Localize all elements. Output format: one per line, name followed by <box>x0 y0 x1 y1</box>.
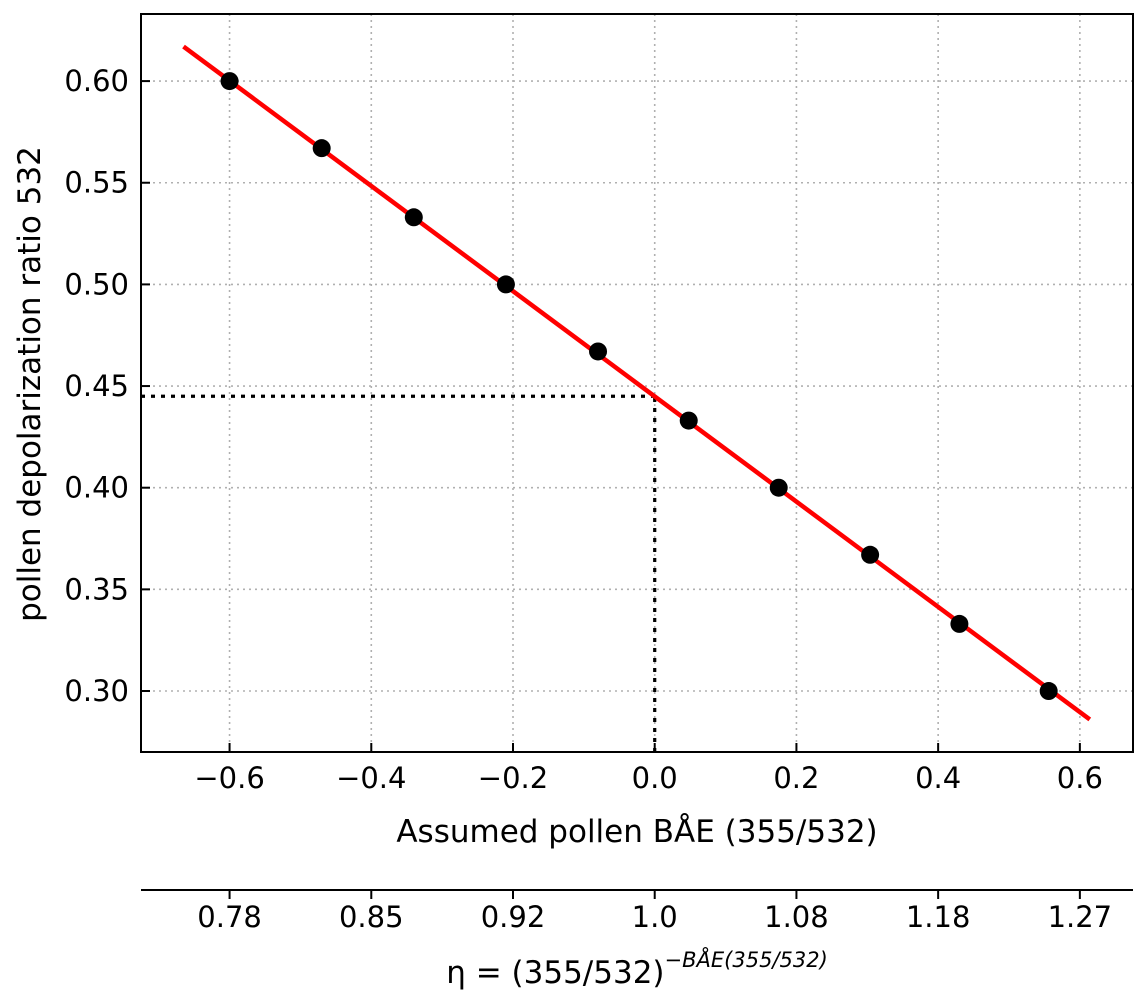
data-point <box>496 275 515 294</box>
y-tick-label: 0.30 <box>64 674 129 708</box>
y-axis-ticks: 0.30 0.35 0.40 0.45 0.50 0.55 0.60 <box>64 64 150 708</box>
secondary-x-axis-ticks: 0.78 0.85 0.92 1.0 1.08 1.18 1.27 <box>197 890 1112 934</box>
y-tick-label: 0.45 <box>64 369 129 403</box>
x-axis-label: Assumed pollen BÅE (355/532) <box>396 814 877 850</box>
data-point <box>312 139 331 158</box>
data-point <box>861 545 880 564</box>
x-tick-label: 0.0 <box>632 761 678 795</box>
plot-frame <box>140 13 1134 753</box>
y-tick-label: 0.60 <box>64 64 129 98</box>
secondary-x-tick-label: 1.08 <box>764 900 829 934</box>
secondary-x-tick-label: 1.0 <box>632 900 678 934</box>
data-point <box>589 342 608 361</box>
y-axis-label: pollen depolarization ratio 532 <box>12 146 48 622</box>
x-tick-label: 0.4 <box>915 761 961 795</box>
x-tick-label: −0.6 <box>194 761 264 795</box>
data-series <box>182 44 1092 722</box>
secondary-x-tick-label: 0.78 <box>197 900 262 934</box>
secondary-x-tick-label: 0.85 <box>339 900 404 934</box>
y-tick-label: 0.50 <box>64 267 129 301</box>
reference-lines <box>141 394 657 752</box>
y-tick-label: 0.40 <box>64 471 129 505</box>
data-point <box>404 208 423 227</box>
secondary-x-tick-label: 1.27 <box>1048 900 1113 934</box>
x-tick-label: −0.2 <box>478 761 548 795</box>
secondary-x-axis-label-superscript: −BÅE(355/532) <box>665 946 828 972</box>
data-point <box>769 478 788 497</box>
x-tick-label: 0.2 <box>773 761 819 795</box>
fit-line <box>182 44 1092 722</box>
data-point <box>1039 682 1058 701</box>
data-point <box>679 411 698 430</box>
x-tick-label: −0.4 <box>336 761 406 795</box>
y-tick-label: 0.55 <box>64 166 129 200</box>
secondary-x-axis-label-main: η = (355/532) <box>446 955 664 991</box>
secondary-x-tick-label: 1.18 <box>906 900 971 934</box>
data-point <box>950 614 969 633</box>
y-tick-label: 0.35 <box>64 572 129 606</box>
secondary-x-axis-label: η = (355/532)−BÅE(355/532) <box>446 946 828 991</box>
x-axis-ticks: −0.6 −0.4 −0.2 0.0 0.2 0.4 0.6 <box>194 743 1103 795</box>
x-tick-label: 0.6 <box>1057 761 1103 795</box>
secondary-x-tick-label: 0.92 <box>481 900 546 934</box>
data-point <box>220 72 239 91</box>
